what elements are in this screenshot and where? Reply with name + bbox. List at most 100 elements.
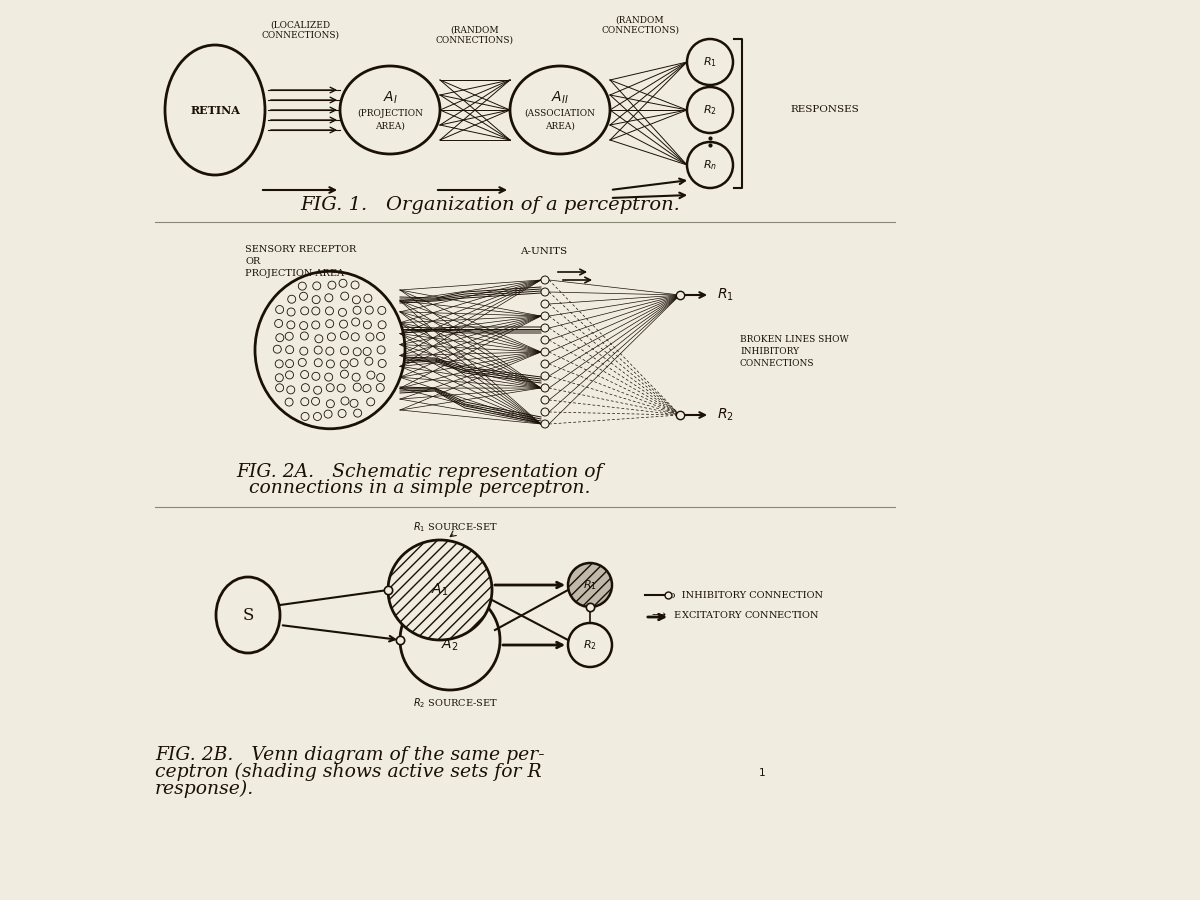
Circle shape [341,331,348,339]
Ellipse shape [340,66,440,154]
Circle shape [541,312,550,320]
Circle shape [341,397,349,405]
Circle shape [378,306,386,314]
Circle shape [276,334,284,342]
Text: $_1$: $_1$ [758,765,766,779]
Circle shape [377,374,385,382]
Circle shape [300,332,308,340]
Circle shape [313,412,322,420]
Circle shape [341,370,348,378]
Text: (RANDOM: (RANDOM [451,25,499,34]
Circle shape [337,384,346,392]
Circle shape [326,400,335,408]
Circle shape [541,336,550,344]
Circle shape [568,623,612,667]
Ellipse shape [388,540,492,640]
Text: A-UNITS: A-UNITS [520,248,568,256]
Text: FIG. 2A.   Schematic representation of: FIG. 2A. Schematic representation of [236,463,604,481]
Circle shape [686,142,733,188]
Circle shape [328,333,335,341]
Text: $R_n$: $R_n$ [703,158,718,172]
Circle shape [301,383,310,392]
Circle shape [541,324,550,332]
Text: PROJECTION AREA: PROJECTION AREA [245,269,344,278]
Circle shape [367,398,374,406]
Text: (RANDOM: (RANDOM [616,15,665,24]
Circle shape [325,307,334,315]
Circle shape [299,358,306,366]
Circle shape [286,346,294,354]
Circle shape [353,383,361,392]
Circle shape [541,372,550,380]
Circle shape [312,295,320,303]
Circle shape [313,282,320,290]
Circle shape [314,359,323,366]
Circle shape [350,400,358,408]
Circle shape [352,333,359,341]
Circle shape [312,307,320,315]
Text: (ASSOCIATION: (ASSOCIATION [524,109,595,118]
Circle shape [377,332,384,340]
Circle shape [287,308,295,316]
Circle shape [377,383,384,392]
Text: S: S [242,607,253,624]
Text: $R_1$: $R_1$ [716,287,733,303]
Circle shape [325,320,334,328]
Circle shape [352,318,360,326]
Circle shape [365,306,373,314]
Circle shape [350,359,358,366]
Circle shape [314,346,322,354]
Circle shape [301,398,308,406]
Circle shape [353,347,361,356]
Circle shape [341,360,348,368]
Text: $R_1$ SOURCE-SET: $R_1$ SOURCE-SET [413,520,498,534]
Text: $R_2$: $R_2$ [716,407,733,423]
Circle shape [364,320,371,328]
Ellipse shape [166,45,265,175]
Circle shape [328,281,336,289]
Circle shape [340,320,348,328]
Circle shape [340,279,347,287]
Circle shape [286,332,293,340]
Text: $A_2$: $A_2$ [442,637,458,653]
Circle shape [299,282,306,290]
Text: AREA): AREA) [545,122,575,130]
Circle shape [324,410,332,419]
Circle shape [312,321,319,329]
Circle shape [301,412,310,420]
Text: SENSORY RECEPTOR: SENSORY RECEPTOR [245,246,356,255]
Circle shape [338,410,346,418]
Circle shape [300,321,307,329]
Circle shape [288,295,295,303]
Text: (LOCALIZED: (LOCALIZED [270,21,330,30]
Circle shape [274,346,281,353]
Circle shape [286,371,294,379]
Circle shape [275,320,283,328]
Text: ceptron (shading shows active sets for R: ceptron (shading shows active sets for R [155,763,541,781]
Circle shape [364,347,371,356]
Circle shape [364,384,371,392]
Circle shape [541,420,550,428]
Circle shape [541,360,550,368]
Text: $A_1$: $A_1$ [431,581,449,598]
Text: CONNECTIONS: CONNECTIONS [740,359,815,368]
Circle shape [354,410,361,417]
Circle shape [541,348,550,356]
Circle shape [325,374,332,381]
Text: $\longrightarrow$  EXCITATORY CONNECTION: $\longrightarrow$ EXCITATORY CONNECTION [650,609,820,620]
Circle shape [352,374,360,382]
Circle shape [541,408,550,416]
Text: BROKEN LINES SHOW: BROKEN LINES SHOW [740,336,848,345]
Text: AREA): AREA) [376,122,404,130]
Text: CONNECTIONS): CONNECTIONS) [601,25,679,34]
Circle shape [352,281,359,289]
Circle shape [568,563,612,607]
Circle shape [686,39,733,85]
Circle shape [341,346,348,355]
Text: $R_1$: $R_1$ [583,578,596,592]
Circle shape [276,305,283,313]
Text: (PROJECTION: (PROJECTION [358,108,424,118]
Ellipse shape [216,577,280,653]
Text: RESPONSES: RESPONSES [790,105,859,114]
Text: $A_{II}$: $A_{II}$ [551,90,569,106]
